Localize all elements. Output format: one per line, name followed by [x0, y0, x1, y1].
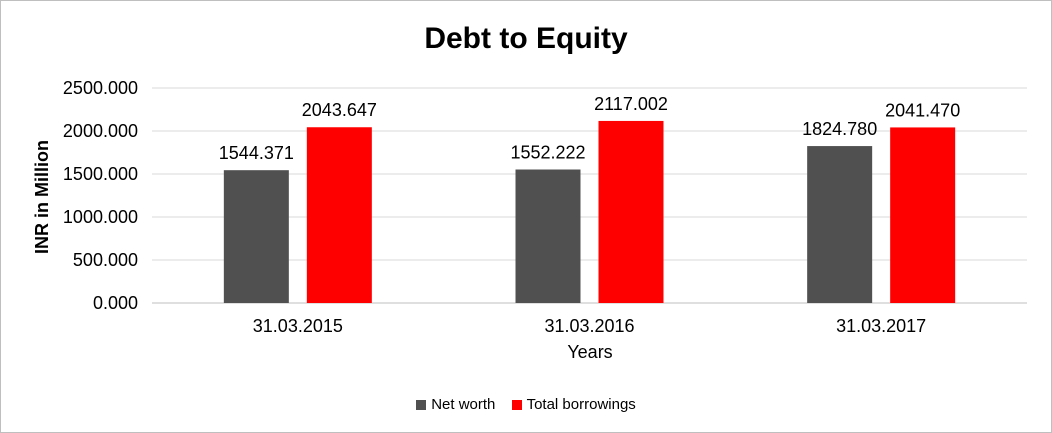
bar-net-worth — [807, 146, 873, 303]
legend-item-total-borrowings: Total borrowings — [511, 396, 636, 413]
y-axis-label: INR in Million — [32, 140, 52, 254]
legend-label-net-worth: Net worth — [431, 396, 496, 413]
y-tick-label: 2000.000 — [63, 121, 138, 141]
bar-net-worth — [515, 169, 581, 303]
y-tick-label: 2500.000 — [63, 78, 138, 98]
legend-swatch-total-borrowings — [511, 399, 522, 410]
chart-title: Debt to Equity — [424, 22, 628, 55]
y-tick-label: 0.000 — [93, 293, 138, 313]
bar-total-borrowings — [890, 127, 956, 303]
data-labels: 1544.371 2043.647 1552.222 2117.002 1824.780… — [219, 94, 960, 163]
y-axis-ticks: 0.000 500.000 1000.000 1500.000 2000.000 2500… — [63, 78, 138, 313]
bars — [223, 120, 956, 303]
data-label-net-worth: 1552.222 — [510, 143, 585, 163]
legend-label-total-borrowings: Total borrowings — [526, 396, 636, 413]
data-label-total-borrowings: 2043.647 — [302, 100, 377, 120]
x-tick-label: 31.03.2017 — [836, 316, 926, 336]
legend-item-net-worth: Net worth — [416, 396, 495, 413]
data-label-net-worth: 1544.371 — [219, 143, 294, 163]
bar-net-worth — [223, 170, 289, 303]
y-tick-label: 1500.000 — [63, 164, 138, 184]
data-label-total-borrowings: 2117.002 — [594, 94, 668, 114]
legend: Net worth Total borrowings — [0, 396, 1052, 414]
legend-swatch-net-worth — [416, 399, 427, 410]
x-tick-label: 31.03.2015 — [253, 316, 343, 336]
y-tick-label: 1000.000 — [63, 207, 138, 227]
data-label-total-borrowings: 2041.470 — [885, 100, 960, 120]
bar-total-borrowings — [306, 127, 372, 303]
gridlines — [152, 87, 1027, 304]
x-axis-label: Years — [567, 342, 612, 362]
x-tick-label: 31.03.2016 — [544, 316, 634, 336]
data-label-net-worth: 1824.780 — [802, 119, 877, 139]
x-axis-ticks: 31.03.2015 31.03.2016 31.03.2017 — [253, 316, 926, 336]
y-tick-label: 500.000 — [73, 250, 138, 270]
bar-total-borrowings — [598, 120, 664, 303]
